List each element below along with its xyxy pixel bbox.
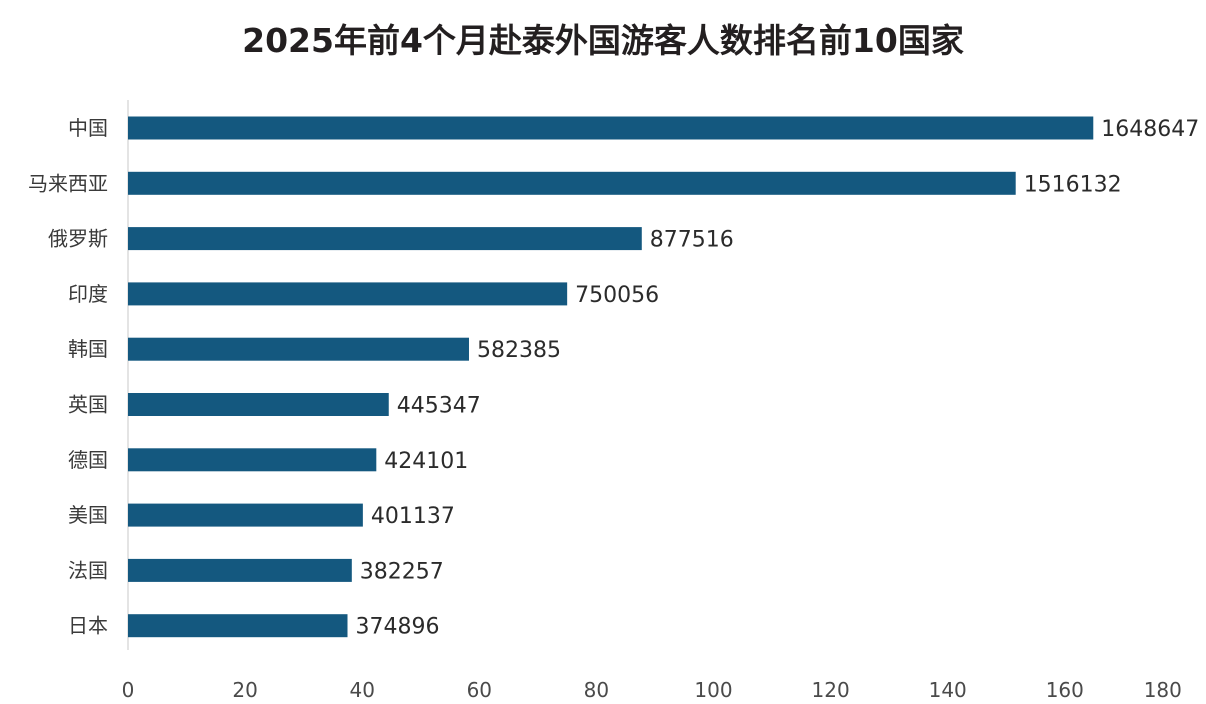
value-label: 1516132 xyxy=(1024,172,1122,197)
category-label: 英国 xyxy=(68,393,108,417)
bar xyxy=(128,558,352,582)
bar xyxy=(128,393,389,416)
category-label: 中国 xyxy=(68,116,108,140)
category-label: 马来西亚 xyxy=(28,171,108,195)
value-label: 401137 xyxy=(371,504,455,529)
value-label: 582385 xyxy=(477,338,561,363)
value-label: 877516 xyxy=(650,228,734,253)
x-tick-label: 100 xyxy=(694,678,732,702)
category-label: 俄罗斯 xyxy=(48,227,108,251)
category-label: 法国 xyxy=(68,558,108,582)
chart-title: 2025年前4个月赴泰外国游客人数排名前10国家 xyxy=(242,21,964,60)
bar xyxy=(128,116,1094,140)
x-tick-label: 80 xyxy=(584,678,609,702)
category-label: 美国 xyxy=(68,503,108,527)
value-label: 374896 xyxy=(356,615,440,640)
x-tick-label: 160 xyxy=(1046,678,1084,702)
x-tick-label: 120 xyxy=(812,678,850,702)
category-label: 日本 xyxy=(68,614,108,638)
x-tick-label: 60 xyxy=(467,678,492,702)
bar xyxy=(128,614,348,638)
bar xyxy=(128,227,642,251)
category-label: 德国 xyxy=(68,448,108,472)
bar xyxy=(128,448,377,472)
x-tick-label: 180 xyxy=(1144,678,1182,702)
category-label: 印度 xyxy=(68,282,108,306)
bar xyxy=(128,337,469,361)
value-label: 424101 xyxy=(384,449,468,474)
category-label: 韩国 xyxy=(68,337,108,361)
bar xyxy=(128,171,1016,195)
x-tick-label: 40 xyxy=(349,678,374,702)
value-label: 382257 xyxy=(360,559,444,584)
x-tick-label: 20 xyxy=(232,678,257,702)
value-label: 1648647 xyxy=(1101,117,1199,142)
bar xyxy=(128,503,363,527)
value-label: 750056 xyxy=(575,283,659,308)
x-tick-label: 0 xyxy=(122,678,135,702)
x-tick-label: 140 xyxy=(929,678,967,702)
bar xyxy=(128,282,568,306)
value-label: 445347 xyxy=(397,394,481,419)
